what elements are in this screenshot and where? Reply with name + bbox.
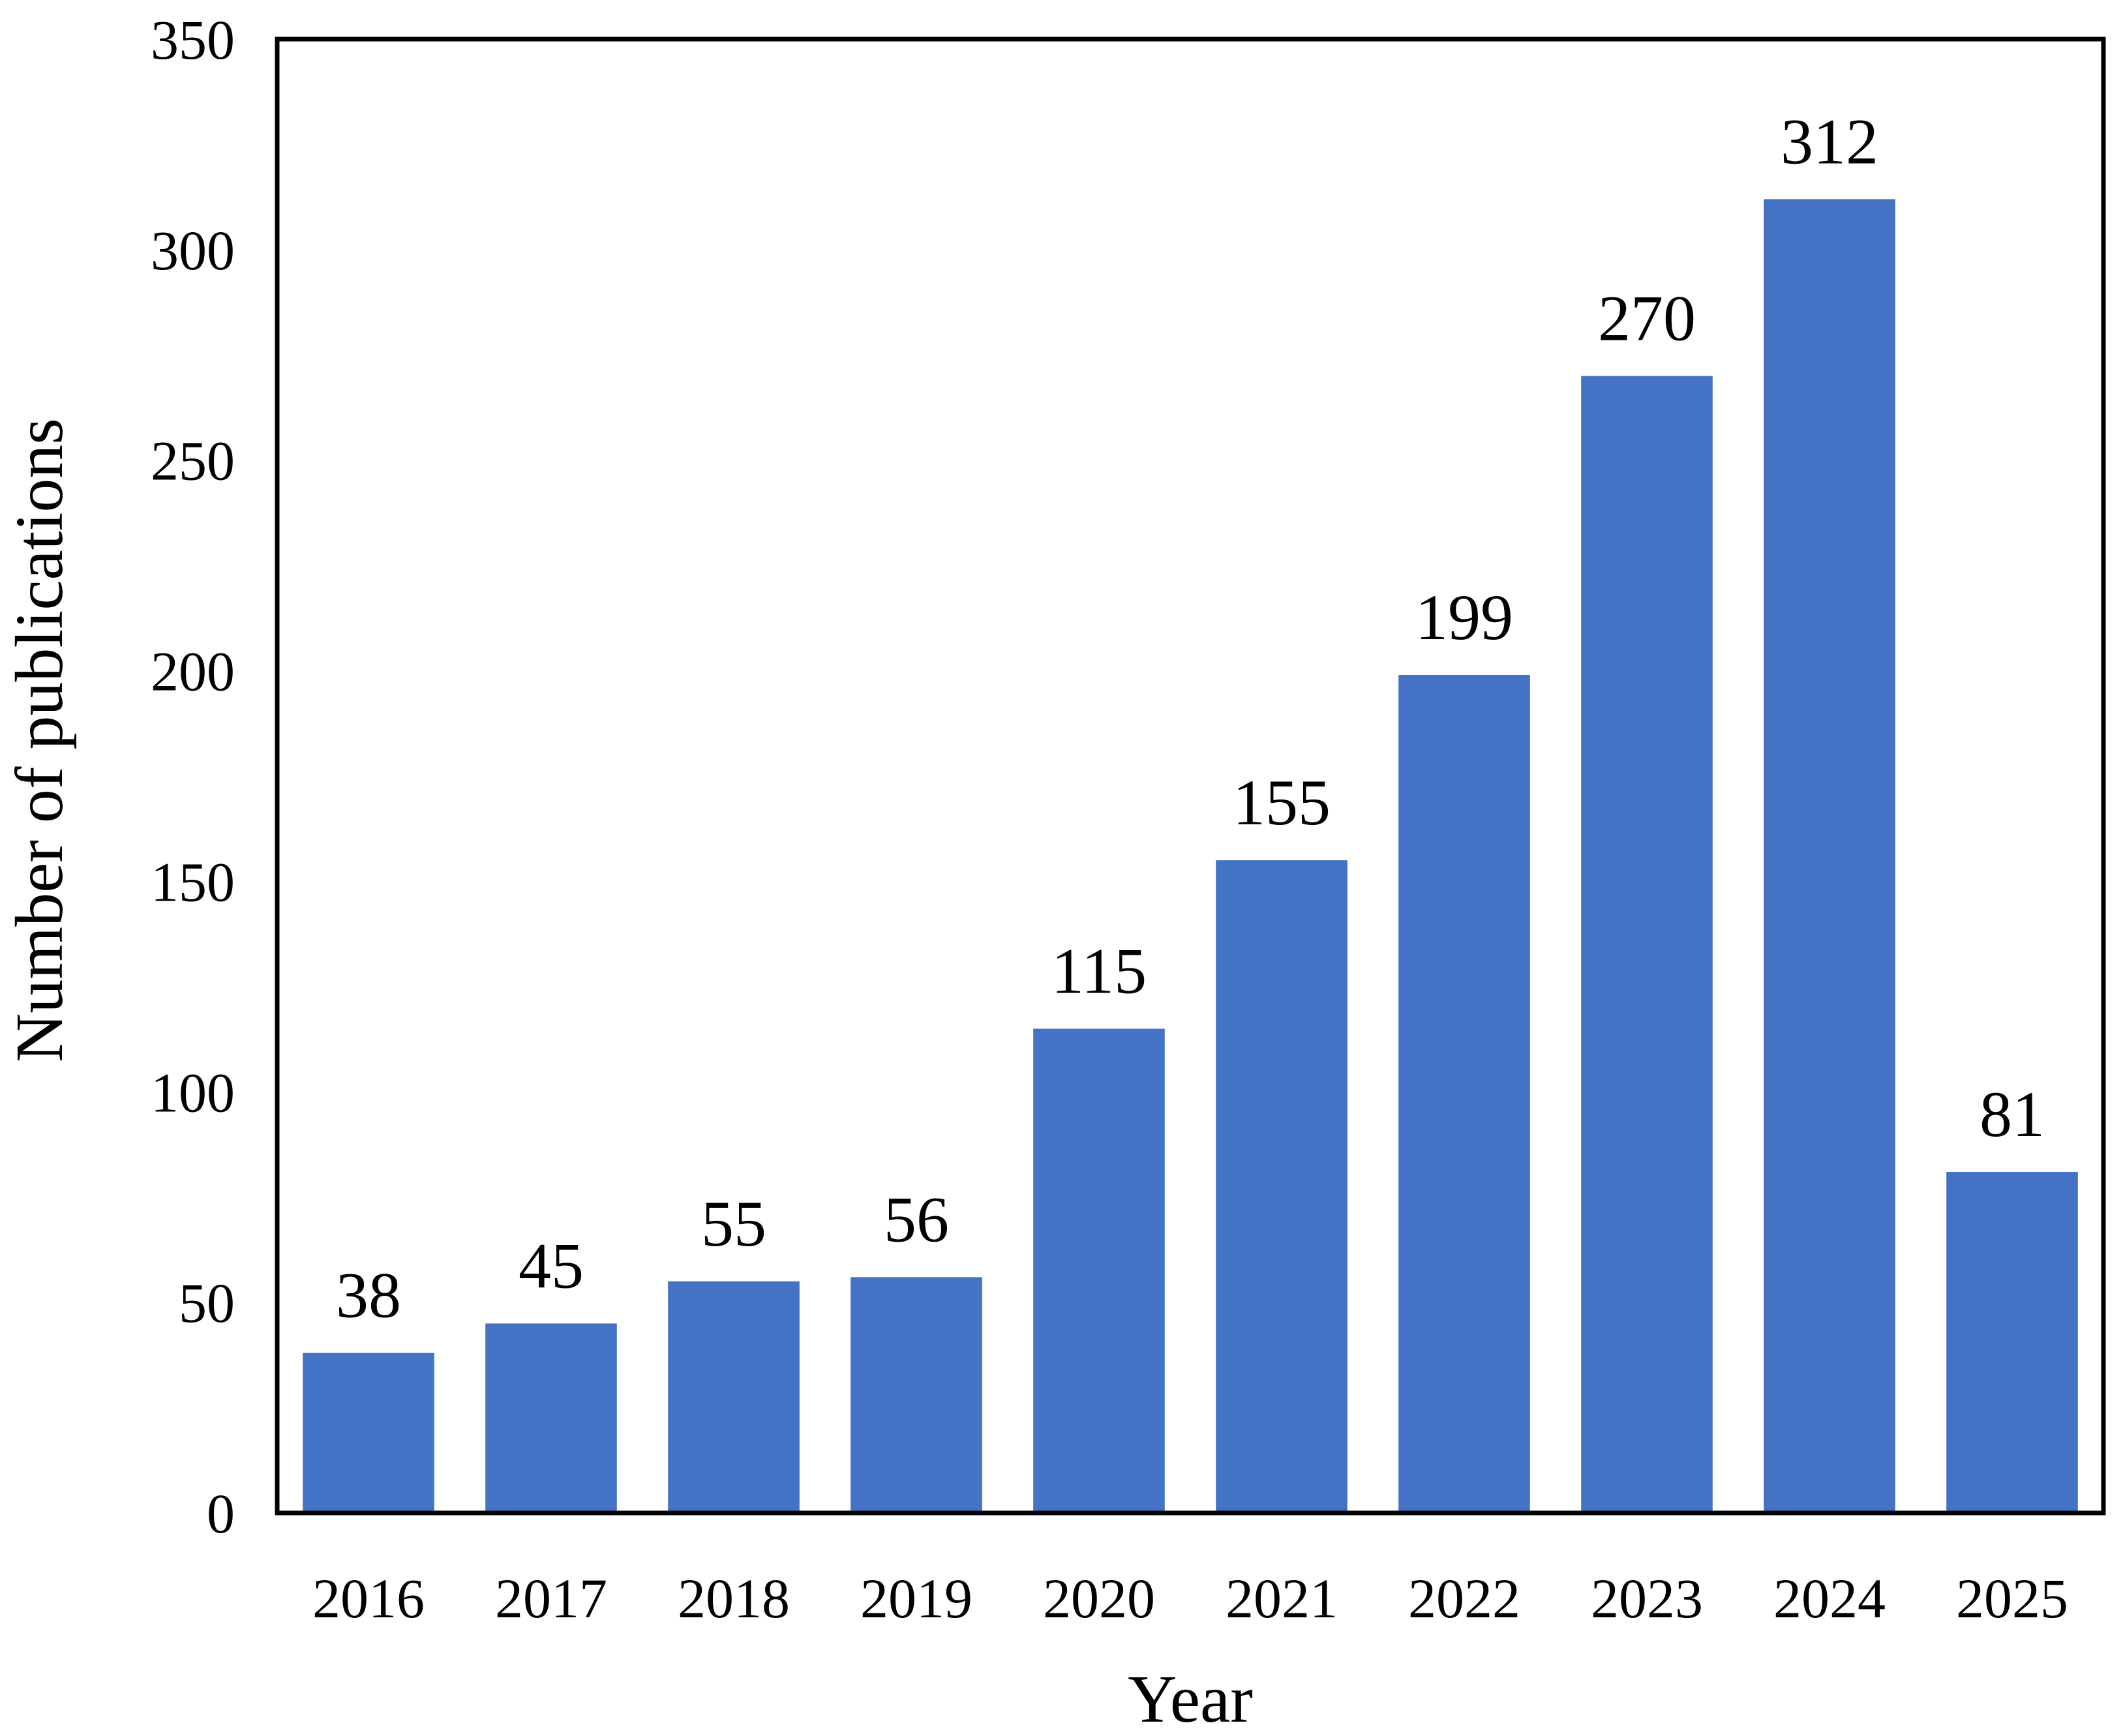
y-tick-label-300: 300 [151, 219, 235, 282]
bar-2020 [1033, 1028, 1165, 1513]
x-axis-title: Year [1128, 1662, 1253, 1736]
y-tick-label-50: 50 [179, 1272, 235, 1334]
y-tick-label-0: 0 [207, 1482, 235, 1545]
x-tick-label-2023: 2023 [1591, 1567, 1703, 1630]
data-label-2020: 115 [1051, 935, 1147, 1007]
bars [303, 199, 2078, 1513]
data-label-2025: 81 [1980, 1078, 2045, 1150]
plot-area-frame [275, 37, 2106, 1516]
x-tick-label-2022: 2022 [1408, 1567, 1520, 1630]
bar-2018 [668, 1281, 800, 1513]
bar-2019 [851, 1277, 982, 1513]
x-tick-label-2021: 2021 [1226, 1567, 1338, 1630]
data-label-2017: 45 [519, 1229, 584, 1302]
bar-2017 [485, 1323, 617, 1513]
bar-2022 [1398, 675, 1530, 1513]
x-tick-label-2018: 2018 [678, 1567, 790, 1630]
y-axis-title: Number of publications [2, 418, 77, 1062]
x-tick-label-2024: 2024 [1773, 1567, 1886, 1630]
data-label-2023: 270 [1598, 282, 1696, 355]
data-label-2024: 312 [1781, 105, 1878, 177]
y-tick-label-100: 100 [151, 1061, 235, 1124]
y-tick-label-150: 150 [151, 850, 235, 913]
x-axis-labels: 2016 2017 2018 2019 2020 2021 2022 2023 2024 2025 [312, 1567, 2068, 1630]
x-tick-label-2020: 2020 [1043, 1567, 1155, 1630]
y-tick-label-250: 250 [151, 430, 235, 492]
bar-2024 [1764, 199, 1895, 1513]
data-label-2018: 55 [701, 1188, 766, 1260]
data-label-2021: 155 [1233, 766, 1331, 839]
data-label-2019: 56 [884, 1183, 949, 1255]
data-label-2022: 199 [1415, 581, 1513, 653]
x-tick-label-2019: 2019 [860, 1567, 972, 1630]
y-axis-ticks: 0 50 100 150 200 250 300 350 [151, 8, 235, 1545]
data-labels: 38 45 55 56 115 155 199 270 312 81 [336, 105, 2045, 1331]
bar-2021 [1216, 860, 1348, 1513]
x-tick-label-2017: 2017 [495, 1567, 607, 1630]
x-tick-label-2016: 2016 [312, 1567, 425, 1630]
bar-2025 [1946, 1171, 2078, 1513]
y-tick-label-200: 200 [151, 640, 235, 703]
y-tick-label-350: 350 [151, 8, 235, 71]
data-label-2016: 38 [336, 1259, 401, 1332]
x-tick-label-2025: 2025 [1956, 1567, 2068, 1630]
bar-2023 [1581, 376, 1713, 1513]
bar-2016 [303, 1353, 434, 1513]
